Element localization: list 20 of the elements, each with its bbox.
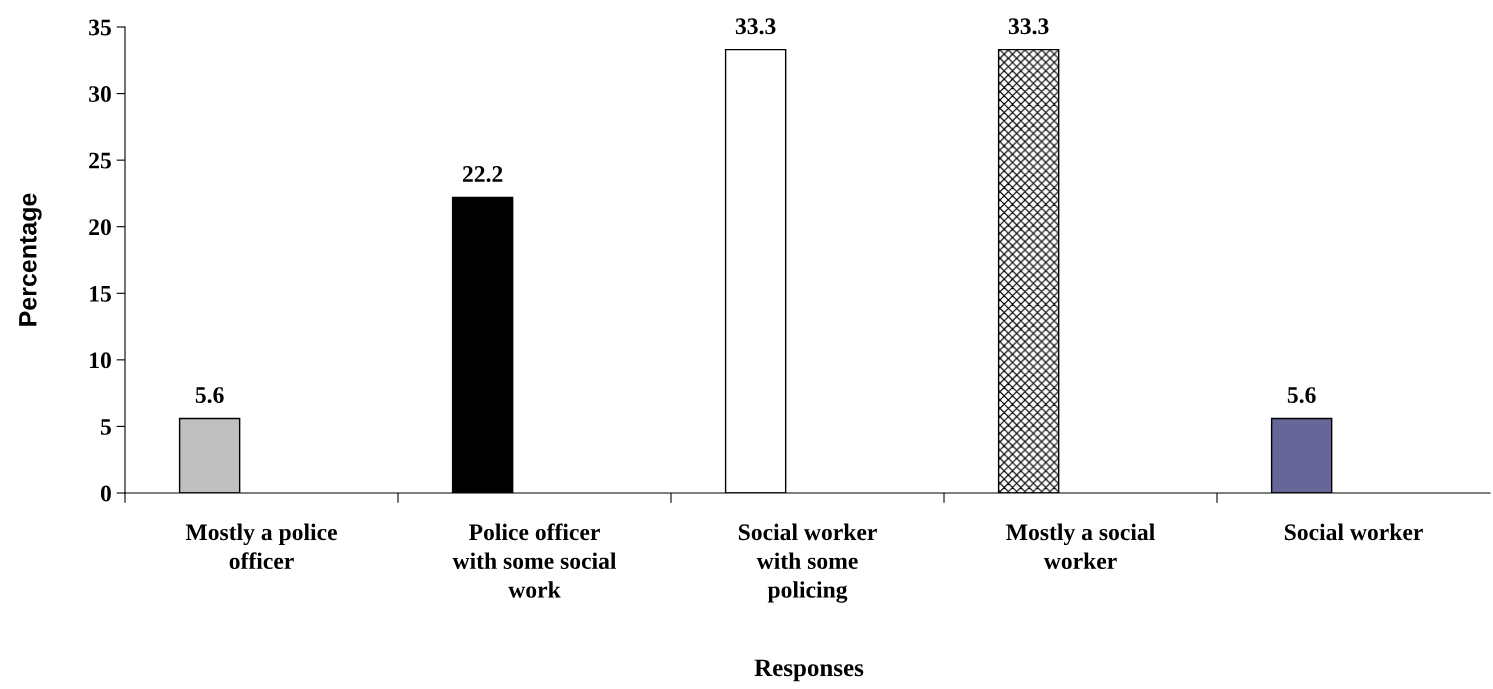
y-tick-label: 5 [100,419,111,435]
data-label: 5.6 [195,387,224,404]
data-label: 33.3 [735,18,776,35]
x-tick-label: Police officer with some social work [452,523,617,598]
x-tick-label: Mostly a social worker [1006,523,1155,570]
y-tick-label: 15 [90,285,111,302]
y-tick-label: 30 [89,86,111,102]
y-axis-title: Percentage [19,193,42,326]
y-tick-label: 0 [100,485,111,502]
x-tick-label: Mostly a police officer [185,523,337,570]
y-tick-label: 35 [89,19,111,36]
x-tick-label: Social worker with some policing [738,523,877,603]
data-label: 33.3 [1008,18,1049,35]
y-tick-label: 25 [89,152,111,169]
y-tick-label: 20 [89,219,111,236]
data-label: 5.6 [1287,387,1316,404]
x-axis-title: Responses [754,659,864,682]
y-tick-label: 10 [90,352,111,369]
x-tick-label: Social worker [1284,523,1423,541]
data-label: 22.2 [462,166,503,183]
